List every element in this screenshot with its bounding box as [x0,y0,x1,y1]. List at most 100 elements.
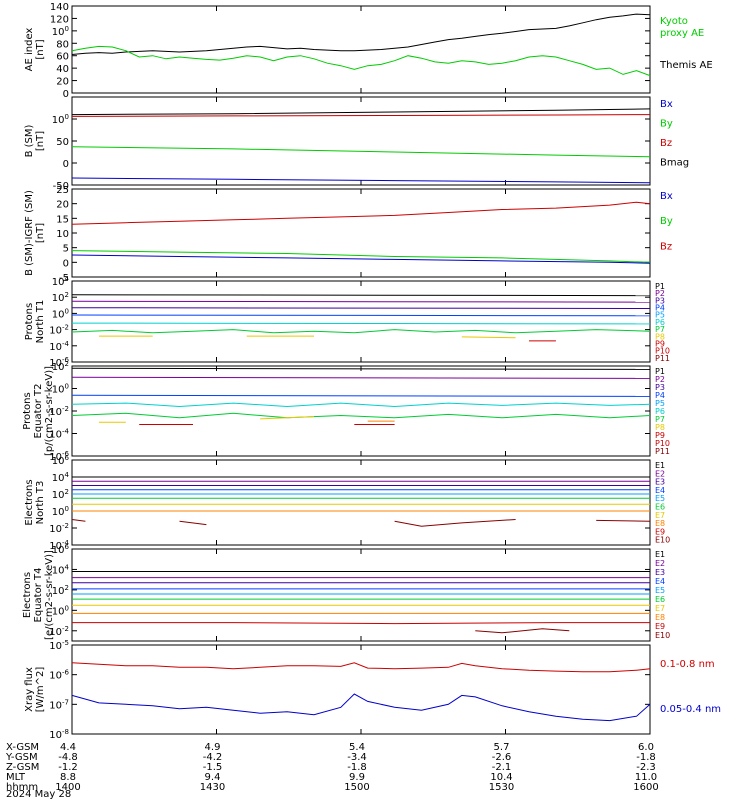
panel-electrons_north [71,459,651,546]
legend-entry: E5 [655,494,665,503]
y-tick-label: 10-6 [49,669,69,682]
series-line [71,376,651,379]
legend-entry: E10 [655,631,670,640]
ephemeris-value: 1500 [344,782,369,793]
ephemeris-value: 9.4 [205,772,221,783]
y-tick-label: 102 [52,488,69,501]
legend-entry: P6 [655,407,665,416]
panel-ae [71,5,651,94]
y-tick-label: 102 [52,360,69,373]
y-tick-label: 60 [56,52,69,63]
y-tick-label: 100 [52,25,69,38]
legend-entry: proxy AE [660,28,704,39]
series-line [71,45,651,77]
panel-frame [71,365,651,457]
ephemeris-value: -1.8 [347,762,367,773]
legend-entry: E4 [655,577,665,586]
ephemeris-value: -1.5 [203,762,223,773]
series-line [71,394,651,397]
y-axis-label: [nT] [35,223,46,243]
date-label: 2024 May 28 [6,789,71,800]
legend-entry: P2 [655,375,665,384]
legend-entry: P9 [655,431,665,440]
legend-entry: P10 [655,347,670,356]
legend-entry: P6 [655,318,665,327]
y-tick-label: 10-2 [49,405,69,418]
legend-entry: E7 [655,604,665,613]
legend-entry: P8 [655,332,665,341]
legend-entry: P3 [655,296,665,305]
y-tick-label: 10-2 [49,324,69,337]
y-tick-label: -50 [53,181,69,192]
legend-entry: P5 [655,311,665,320]
y-tick-label: 100 [52,604,69,617]
legend-entry: P11 [655,354,670,363]
legend-entry: P1 [655,367,665,376]
legend-entry: Bx [660,191,673,202]
legend-entry: E10 [655,536,670,545]
series-line [71,294,651,297]
ephemeris-value: 1430 [200,782,225,793]
series-line [71,254,651,264]
legend-entry: E9 [655,527,665,536]
series-line [71,367,651,370]
series-line [71,329,651,334]
ephemeris-value: 4.4 [60,742,76,753]
y-tick-label: 100 [52,307,69,320]
y-tick-label: 25 [56,185,69,196]
y-axis-label: Electrons [22,572,33,618]
series-line [71,300,651,303]
y-tick-label: 10 [56,229,69,240]
ephemeris-value: -3.4 [347,752,367,763]
y-tick-label: 20 [56,77,69,88]
series-line [394,519,516,527]
y-axis-label: AE index [24,28,35,72]
y-tick-label: 104 [52,275,70,288]
legend-entry: P4 [655,391,665,400]
series-line [461,336,516,339]
y-tick-label: 20 [56,200,69,211]
ephemeris-value: 11.0 [635,772,657,783]
panel-protons_eq [71,365,651,457]
ephemeris-value: -2.3 [636,762,656,773]
y-axis-label: [W/m^2] [35,667,46,713]
panel-frame [71,459,651,546]
y-axis-label: B (SM)-IGRF (SM) [24,190,35,276]
y-tick-label: 100 [52,383,69,396]
panel-frame [71,280,651,363]
y-tick-label: 80 [56,39,69,50]
y-tick-label: 0 [63,89,69,100]
legend-entry: E6 [655,595,665,604]
panel-frame [71,548,651,642]
panel-electrons_eq [71,548,651,642]
legend-entry: E4 [655,486,665,495]
y-tick-label: 15 [56,214,69,225]
y-axis-label: North T3 [35,481,46,525]
legend-entry: P3 [655,383,665,392]
legend-entry: E2 [655,559,665,568]
y-tick-label: 10-8 [49,728,69,741]
series-line [71,108,651,116]
panel-protons_north [71,280,651,363]
y-axis-label: [nT] [35,131,46,151]
y-tick-label: 10-4 [49,539,69,552]
legend-entry: E1 [655,550,665,559]
panel-bsm [71,96,651,186]
y-axis-label: North T1 [35,300,46,344]
series-line [596,519,651,522]
legend-entry: E5 [655,586,665,595]
y-tick-label: 10-7 [49,698,69,711]
y-tick-label: 5 [63,244,69,255]
ephemeris-value: -2.6 [492,752,512,763]
y-tick-label: 0 [63,159,69,170]
panel-frame [71,188,651,278]
legend-entry: 0.1-0.8 nm [660,659,715,670]
series-line [475,628,570,634]
series-line [179,520,207,526]
series-line [71,307,651,309]
y-axis-label: Equator T2 [33,384,44,439]
series-line [260,416,315,420]
series-line [71,322,651,325]
ephemeris-value: 8.8 [60,772,76,783]
